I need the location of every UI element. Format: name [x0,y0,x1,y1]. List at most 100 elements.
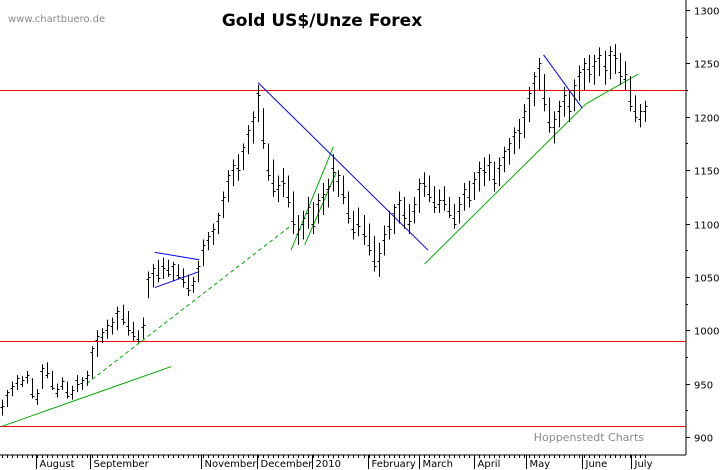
y-tick-label: 900 [694,434,713,445]
ohlc-bar [186,274,191,297]
ohlc-bar [156,259,161,283]
y-tick-label: 1250 [694,60,719,71]
ohlc-bar [532,71,537,107]
ohlc-bar [115,306,120,331]
ohlc-bar [542,74,547,112]
y-tick-label: 1100 [694,221,719,232]
ohlc-bar [65,381,70,399]
ohlc-bar [582,58,587,91]
ohlc-bar [316,193,321,224]
ohlc-bar [166,259,171,277]
ohlc-bar [552,111,557,144]
ohlc-bar [477,161,482,192]
ohlc-bar [447,196,452,219]
x-month-label: December [261,459,314,470]
ohlc-bar [281,167,286,197]
ohlc-bar [121,304,126,325]
x-month-label: June [585,459,608,470]
ohlc-bar [176,264,181,280]
plot-background [0,0,686,455]
ohlc-bar [522,103,527,139]
ohlc-bar [442,186,447,211]
ohlc-bar [45,362,50,379]
ohlc-bar [236,154,241,181]
ohlc-bar [241,143,246,171]
ohlc-bar [467,180,472,208]
ohlc-bar [70,385,75,400]
ohlc-bar [196,260,201,283]
ohlc-bar [246,125,251,155]
trend-lines [1,54,639,427]
ohlc-bar [592,54,597,85]
trend-line-5 [585,73,639,105]
ohlc-bar [527,86,532,123]
ohlc-bar [457,196,462,224]
ohlc-bar [20,376,25,387]
ohlc-bar [562,86,567,117]
ohlc-bar [75,375,80,393]
ohlc-bar [417,178,422,213]
ohlc-bar [623,61,628,91]
y-tick-label: 950 [694,381,713,392]
y-tick-label: 1000 [694,327,719,338]
ohlc-bar [10,381,15,397]
ohlc-bar [50,370,55,391]
x-month-label: March [423,459,453,470]
watermark-text: www.chartbuero.de [8,14,105,25]
ohlc-bar [407,204,412,235]
ohlc-bar [25,370,30,384]
x-month-label: August [40,459,75,470]
ohlc-bar [603,50,608,85]
ohlc-bar [547,97,552,133]
ohlc-bar [141,317,146,339]
ohlc-bar [336,170,341,197]
ohlc-bar [171,261,176,282]
ohlc-bar [422,172,427,197]
ohlc-bar [462,182,467,211]
ohlc-bar [512,127,517,155]
trend-line-8 [154,251,200,261]
trend-line-1 [86,225,292,385]
ohlc-bar [30,378,35,399]
ohlc-bar [397,191,402,224]
ohlc-bar [60,377,65,391]
ohlc-bar [161,257,166,280]
ohlc-bar [377,242,382,277]
ohlc-bar [181,268,186,288]
ohlc-bar [206,232,211,251]
ohlc-bar [191,276,196,293]
ohlc-bar [497,157,502,187]
ohlc-bar [40,364,45,389]
ohlc-bar [567,90,572,123]
trend-line-7 [543,54,583,109]
x-month-label: November [205,459,258,470]
ohlc-bar [126,311,131,336]
ohlc-bar [201,239,206,267]
ohlc-bar [331,154,336,192]
x-axis: August September November December 2010 Febru… [2,455,653,470]
ohlc-bar [608,46,613,80]
ohlc-bar [613,44,618,75]
ohlc-bar [321,182,326,215]
ohlc-bar [382,225,387,256]
ohlc-bar [261,108,266,149]
ohlc-bar [537,58,542,91]
ohlc-bar [15,375,20,391]
x-month-label: April [478,459,501,470]
ohlc-bar [643,100,648,123]
x-month-label: July [634,459,653,470]
ohlc-bar [326,178,331,208]
y-axis: 900 950 1000 1050 1100 1150 1200 1250 1300 [686,7,719,445]
ohlc-bar [5,390,10,408]
chart-title: Gold US$/Unze Forex [222,11,422,31]
ohlc-bar [110,317,115,335]
ohlc-bar [90,346,95,379]
horizontal-resistance-lines [0,90,686,427]
ohlc-bar [437,189,442,213]
y-tick-label: 1150 [694,167,719,178]
ohlc-bar [306,196,311,229]
ohlc-bar [402,196,407,229]
ohlc-bar [301,210,306,240]
